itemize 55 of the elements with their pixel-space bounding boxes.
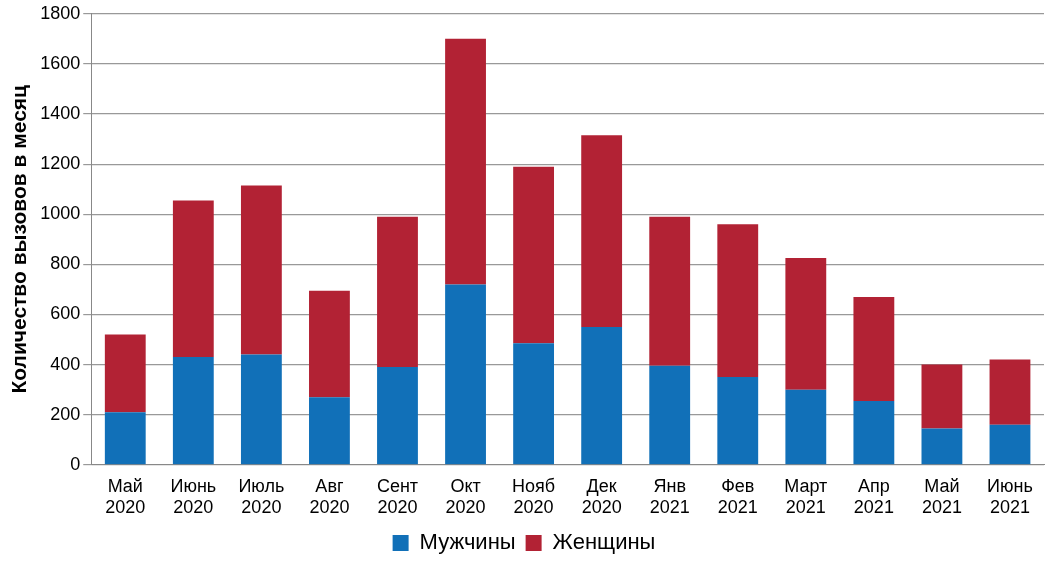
x-tick-label: Июль 2020 [238, 475, 285, 518]
bar [104, 334, 146, 413]
y-tick-label: 1400 [40, 102, 81, 123]
bar [104, 412, 146, 465]
y-tick-label: 1600 [40, 52, 81, 73]
x-tick-label: Янв 2021 [649, 475, 690, 518]
x-tick-label: Фев 2021 [717, 475, 758, 518]
bar [785, 389, 827, 465]
x-tick-label: Март 2021 [784, 475, 828, 518]
x-tick-label: Сент 2020 [376, 475, 419, 518]
bar [649, 216, 691, 366]
bar [649, 365, 691, 465]
bar [445, 284, 486, 465]
bar [989, 359, 1031, 425]
bar [921, 428, 963, 465]
y-tick-label: 800 [50, 253, 81, 274]
y-tick-label: 1800 [40, 2, 81, 23]
bar [445, 38, 486, 285]
bar [989, 424, 1031, 465]
bar [513, 166, 555, 344]
bar [785, 258, 827, 390]
x-tick-label: Май 2021 [921, 475, 962, 518]
bar [853, 296, 895, 401]
x-tick-label: Апр 2021 [853, 475, 894, 518]
bar [717, 224, 759, 378]
y-axis-title: Количество вызовов в месяц [7, 84, 31, 394]
bar [172, 357, 214, 465]
bar [717, 377, 759, 465]
x-tick-label: Нояб 2020 [512, 475, 556, 518]
legend-label: Женщины [552, 529, 656, 555]
y-tick-label: 200 [50, 403, 81, 424]
x-tick-label: Июнь 2020 [170, 475, 217, 518]
y-tick-label: 600 [50, 303, 81, 324]
y-tick-label: 1000 [40, 203, 81, 224]
bar [240, 185, 282, 355]
bar [581, 326, 623, 465]
y-tick-label: 1200 [40, 153, 81, 174]
x-tick-label: Май 2020 [105, 475, 146, 518]
bar [513, 343, 555, 465]
bar [377, 216, 418, 368]
legend-label: Мужчины [419, 529, 516, 555]
y-tick-label: 0 [70, 453, 81, 474]
y-tick-label: 400 [50, 353, 81, 374]
bar [581, 135, 623, 327]
x-tick-label: Дек 2020 [581, 475, 622, 518]
bar [377, 367, 418, 465]
x-tick-label: Окт 2020 [445, 475, 486, 518]
x-tick-label: Июнь 2021 [987, 475, 1033, 518]
bar [921, 364, 963, 429]
bar [240, 354, 282, 465]
bar [309, 397, 350, 465]
bar [853, 400, 895, 465]
bar [309, 290, 350, 398]
x-tick-label: Авг 2020 [309, 475, 350, 518]
bar [172, 200, 214, 358]
